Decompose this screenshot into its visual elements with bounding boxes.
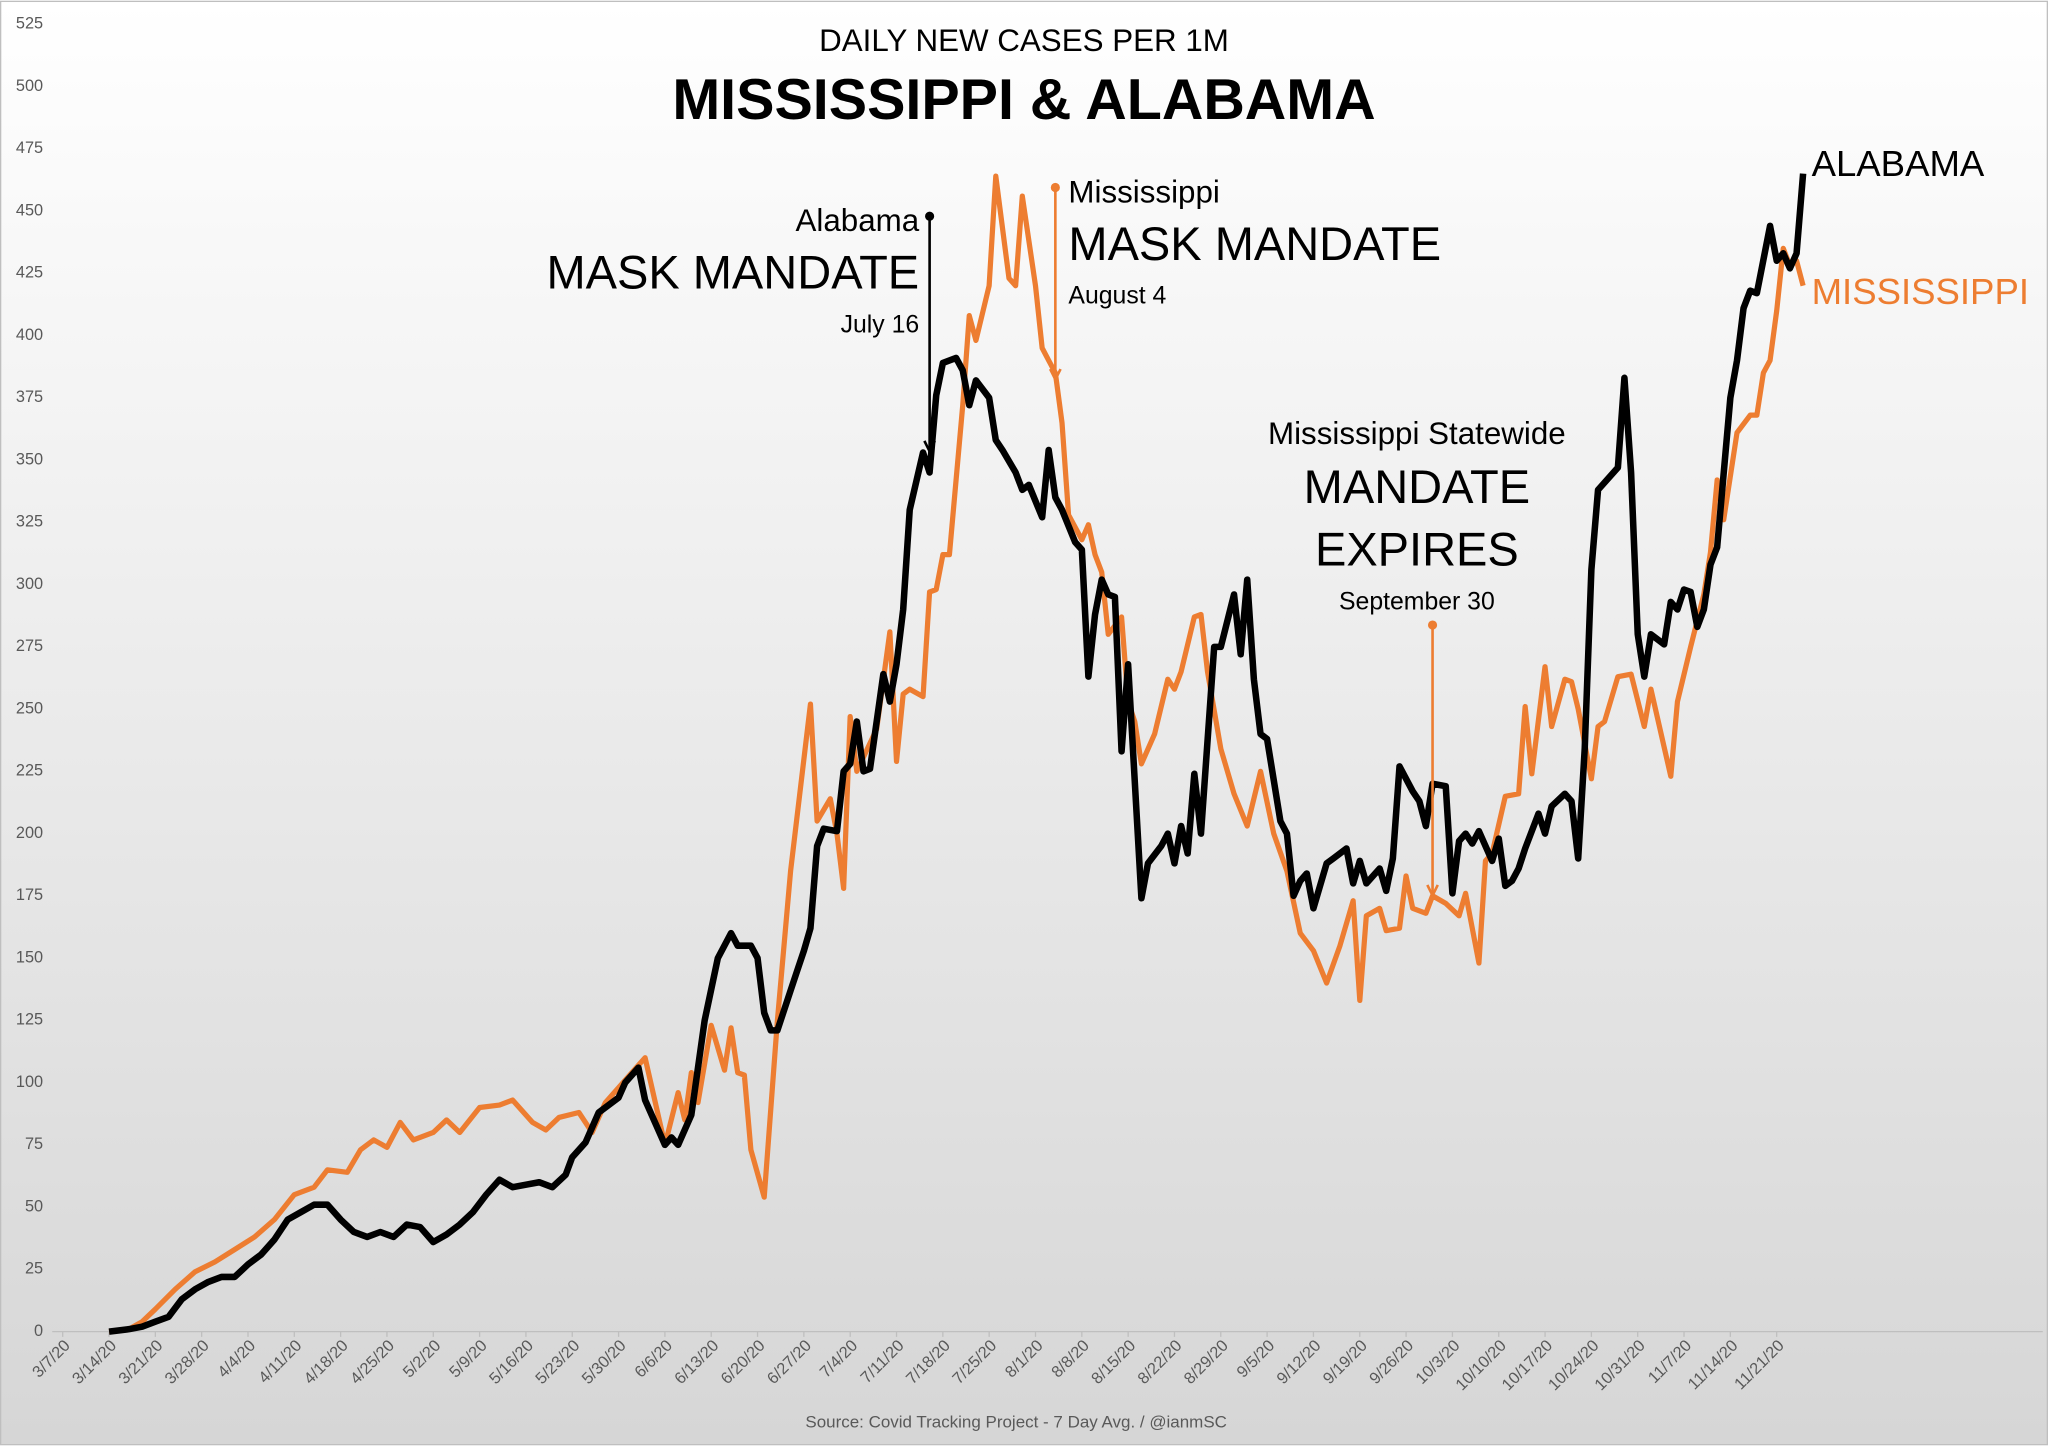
y-tick-label: 0 xyxy=(34,1322,43,1340)
annotation-text: September 30 xyxy=(1339,588,1495,615)
y-tick-label: 325 xyxy=(16,513,43,531)
annotation-dot xyxy=(1427,620,1438,630)
y-tick-label: 425 xyxy=(16,264,43,282)
annotation-arrowhead xyxy=(1048,368,1062,383)
annotation-text: EXPIRES xyxy=(1315,523,1519,576)
source-note: Source: Covid Tracking Project - 7 Day A… xyxy=(805,1413,1227,1432)
annotation-dot xyxy=(1050,182,1060,193)
annotation-arrowhead xyxy=(1426,884,1439,899)
y-tick-label: 150 xyxy=(16,948,43,966)
series-label: MISSISSIPPI xyxy=(1812,271,2029,312)
annotation-text: MASK MANDATE xyxy=(546,246,919,299)
y-tick-label: 200 xyxy=(16,824,43,842)
y-tick-label: 475 xyxy=(16,139,43,157)
y-tick-label: 125 xyxy=(16,1011,43,1029)
y-tick-label: 300 xyxy=(16,575,43,593)
annotation-text: August 4 xyxy=(1068,283,1166,310)
annotation-text: Mississippi Statewide xyxy=(1268,416,1566,451)
y-tick-label: 250 xyxy=(16,699,43,717)
y-tick-label: 525 xyxy=(16,15,43,33)
y-tick-label: 175 xyxy=(16,886,43,904)
y-tick-label: 400 xyxy=(16,326,43,344)
series-line xyxy=(108,173,1807,1335)
annotation-text: Mississippi xyxy=(1068,174,1219,209)
y-tick-label: 350 xyxy=(16,450,43,468)
y-tick-label: 75 xyxy=(25,1135,43,1153)
series-label: ALABAMA xyxy=(1812,143,1985,184)
y-tick-label: 375 xyxy=(16,388,43,406)
annotation-text: July 16 xyxy=(841,311,920,338)
y-tick-label: 50 xyxy=(25,1197,43,1215)
annotation-text: Alabama xyxy=(796,203,920,238)
annotation-dot xyxy=(925,211,935,221)
y-tick-label: 225 xyxy=(16,762,43,780)
chart-title: MISSISSIPPI & ALABAMA xyxy=(672,68,1375,132)
y-tick-label: 275 xyxy=(16,637,43,655)
y-tick-label: 25 xyxy=(25,1260,43,1278)
y-tick-label: 500 xyxy=(16,77,43,95)
series-line xyxy=(108,173,1806,1335)
chart-subtitle: DAILY NEW CASES PER 1M xyxy=(819,23,1229,58)
annotation-text: MANDATE xyxy=(1304,460,1530,513)
y-tick-label: 100 xyxy=(16,1073,43,1091)
annotation-text: MASK MANDATE xyxy=(1068,217,1441,270)
annotation-arrowhead xyxy=(923,440,937,455)
y-tick-label: 450 xyxy=(16,201,43,219)
